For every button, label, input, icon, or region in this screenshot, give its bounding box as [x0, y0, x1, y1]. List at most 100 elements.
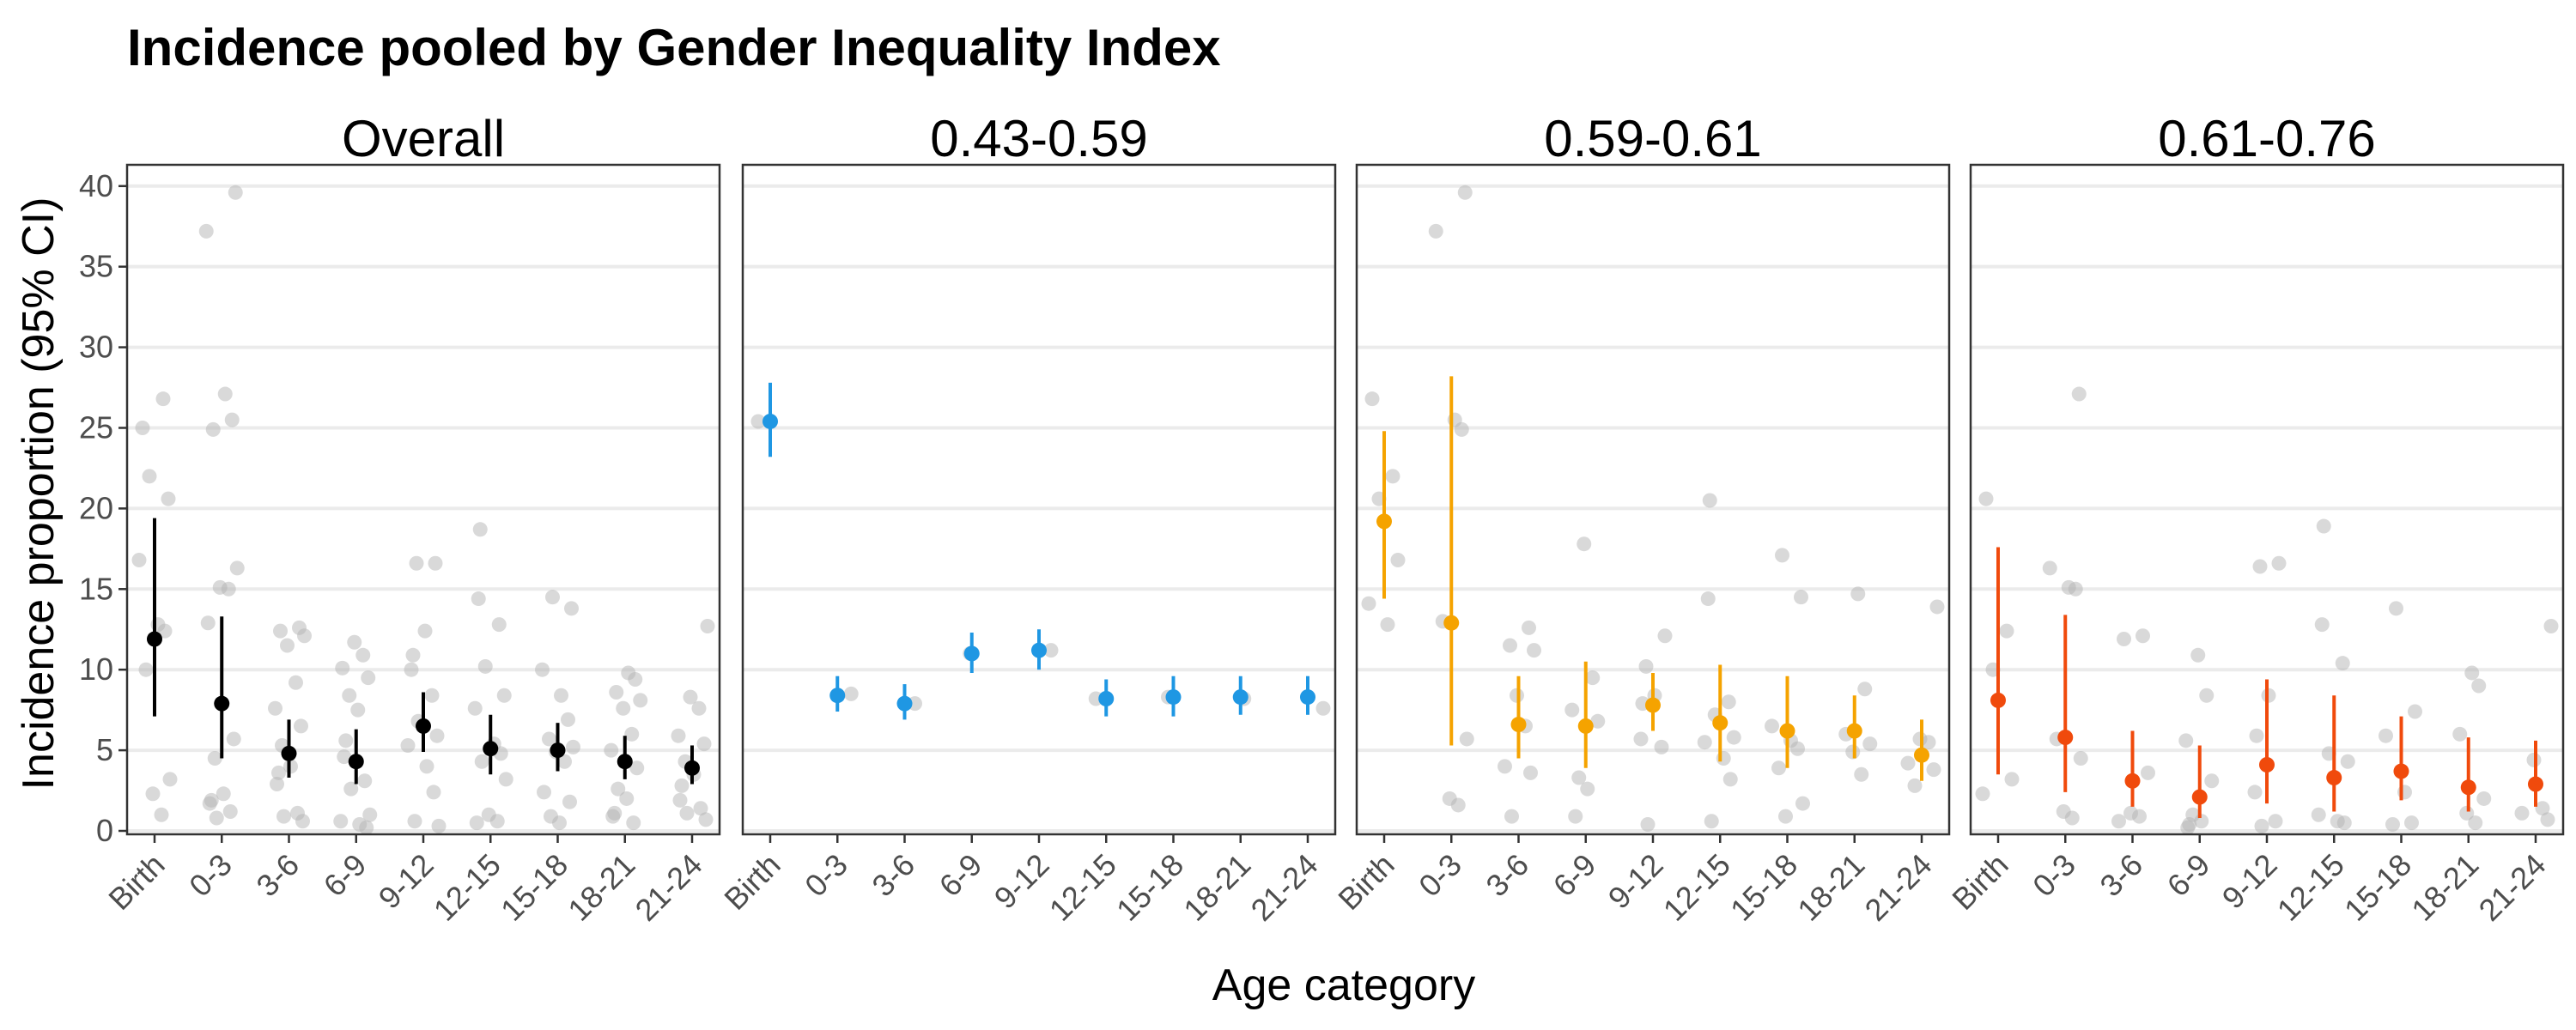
- raw-data-point: [566, 739, 580, 754]
- raw-data-point: [1564, 702, 1580, 718]
- x-tick-label: Birth: [1331, 847, 1400, 917]
- raw-data-point: [1921, 735, 1936, 750]
- raw-data-point: [2404, 815, 2419, 831]
- raw-data-point: [2204, 773, 2220, 789]
- raw-data-point: [228, 185, 243, 200]
- raw-data-point: [562, 794, 577, 809]
- x-tick-label: 6-9: [1546, 847, 1603, 904]
- point-estimate: [416, 718, 431, 734]
- point-estimate: [1165, 689, 1182, 706]
- point-estimate: [1510, 717, 1527, 733]
- point-estimate: [348, 754, 364, 770]
- raw-data-point: [561, 712, 575, 727]
- raw-data-point: [1580, 781, 1595, 797]
- raw-data-point: [535, 662, 550, 677]
- x-tick-label: 6-9: [317, 847, 374, 904]
- raw-data-point: [1771, 760, 1786, 776]
- point-estimate: [281, 745, 297, 761]
- x-tick-label: 0-3: [798, 847, 854, 904]
- raw-data-point: [217, 386, 233, 402]
- raw-data-point: [1790, 741, 1805, 756]
- raw-data-point: [1450, 797, 1466, 813]
- raw-data-point: [295, 814, 310, 829]
- point-estimate: [1990, 692, 2006, 708]
- raw-data-point: [161, 491, 176, 506]
- raw-data-point: [2468, 815, 2483, 831]
- raw-data-point: [498, 772, 513, 787]
- raw-data-point: [361, 670, 376, 686]
- point-estimate: [2528, 776, 2543, 792]
- raw-data-point: [205, 421, 221, 437]
- raw-data-point: [1929, 599, 1945, 615]
- y-tick-label: 40: [79, 168, 113, 203]
- raw-data-point: [2194, 814, 2209, 829]
- raw-data-point: [537, 785, 551, 800]
- raw-data-point: [337, 749, 352, 765]
- raw-data-point: [2471, 678, 2487, 694]
- raw-data-point: [1043, 643, 1059, 658]
- facet-label: 0.59-0.61: [1544, 110, 1762, 167]
- x-tick-label: 18-21: [561, 847, 641, 928]
- raw-data-point: [333, 814, 349, 829]
- point-estimate: [1443, 615, 1460, 631]
- raw-data-point: [407, 814, 422, 829]
- raw-data-point: [2452, 726, 2468, 742]
- raw-data-point: [270, 777, 284, 792]
- point-estimate: [1232, 689, 1249, 706]
- raw-data-point: [624, 726, 640, 742]
- raw-data-point: [1522, 620, 1536, 635]
- raw-data-point: [154, 807, 169, 822]
- raw-data-point: [609, 684, 624, 700]
- chart-title: Incidence pooled by Gender Inequality In…: [127, 19, 1221, 76]
- raw-data-point: [1850, 586, 1866, 602]
- raw-data-point: [604, 742, 619, 758]
- x-tick-label: 18-21: [1790, 847, 1871, 928]
- point-estimate: [1645, 697, 1661, 713]
- raw-data-point: [2071, 386, 2087, 402]
- raw-data-point: [474, 754, 489, 769]
- raw-data-point: [1390, 552, 1406, 567]
- raw-data-point: [469, 815, 484, 831]
- raw-data-point: [1364, 391, 1380, 407]
- raw-data-point: [419, 759, 434, 774]
- raw-data-point: [2271, 555, 2287, 571]
- raw-data-point: [1999, 623, 2014, 639]
- raw-data-point: [1704, 814, 1719, 829]
- raw-data-point: [2190, 647, 2206, 663]
- raw-data-point: [138, 662, 154, 677]
- point-estimate: [1779, 723, 1795, 739]
- raw-data-point: [2199, 688, 2215, 703]
- raw-data-point: [672, 792, 688, 808]
- x-tick-label: 18-21: [2404, 847, 2485, 928]
- raw-data-point: [2068, 581, 2083, 597]
- raw-data-point: [2141, 765, 2155, 780]
- raw-data-point: [400, 737, 416, 753]
- point-estimate: [1712, 715, 1728, 731]
- y-tick-label: 15: [79, 571, 113, 606]
- point-estimate: [550, 742, 566, 759]
- x-tick-label: 15-18: [1723, 847, 1804, 928]
- raw-data-point: [2136, 628, 2150, 644]
- raw-data-point: [155, 391, 171, 407]
- raw-data-point: [2064, 810, 2080, 826]
- raw-data-point: [1765, 718, 1779, 734]
- raw-data-point: [226, 731, 241, 747]
- raw-data-point: [2314, 617, 2330, 633]
- raw-data-point: [489, 814, 505, 829]
- raw-data-point: [268, 700, 283, 716]
- raw-data-point: [1380, 617, 1395, 633]
- raw-data-point: [671, 728, 686, 743]
- raw-data-point: [404, 662, 419, 677]
- x-tick-label: 21-24: [1858, 847, 1939, 928]
- raw-data-point: [1975, 786, 1990, 802]
- raw-data-point: [417, 623, 433, 639]
- y-tick-label: 30: [79, 330, 113, 365]
- raw-data-point: [2316, 518, 2331, 534]
- raw-data-point: [135, 420, 150, 435]
- raw-data-point: [276, 809, 291, 824]
- raw-data-point: [2268, 814, 2283, 829]
- raw-data-point: [431, 818, 447, 833]
- raw-data-point: [554, 688, 568, 703]
- point-estimate: [2460, 779, 2476, 796]
